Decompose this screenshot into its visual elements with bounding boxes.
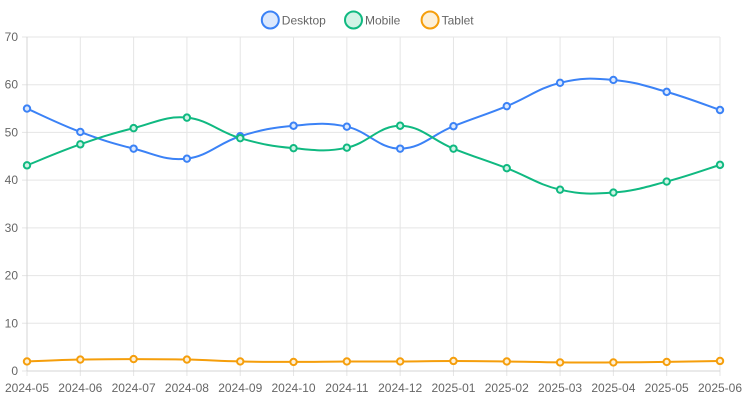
tablet-point (502, 357, 511, 366)
x-tick-label: 2024-08 (165, 381, 209, 395)
mobile-point (449, 144, 458, 153)
tablet-legend-label: Tablet (442, 14, 475, 28)
tablet-point (395, 357, 405, 366)
y-tick-label: 20 (5, 269, 19, 283)
x-tick-label: 2024-05 (5, 381, 49, 395)
series-lines (22, 75, 725, 367)
desktop-point (289, 121, 298, 130)
tablet-point (76, 355, 85, 364)
y-tick-label: 40 (5, 173, 19, 187)
tablet-point (342, 357, 352, 366)
mobile-point (182, 113, 192, 122)
tablet-point (662, 357, 671, 367)
x-tick-label: 2025-02 (485, 381, 529, 395)
desktop-point (609, 75, 618, 85)
x-tick-label: 2024-12 (378, 381, 422, 395)
mobile-point (289, 143, 298, 153)
series-mobile (22, 113, 725, 197)
tablet-point (182, 355, 192, 364)
y-axis: 0 10 20 30 40 50 60 70 (5, 30, 28, 378)
mobile-point (715, 160, 725, 170)
mobile-point (662, 177, 671, 186)
desktop-point (182, 154, 192, 163)
mobile-point (395, 121, 405, 130)
desktop-point (662, 87, 671, 97)
x-tick-label: 2024-06 (58, 381, 102, 395)
mobile-legend-marker (344, 10, 363, 30)
desktop-point (555, 78, 565, 88)
x-tick-label: 2025-04 (591, 381, 635, 395)
desktop-point (22, 104, 32, 113)
series-desktop (22, 75, 725, 163)
desktop-legend-label: Desktop (282, 14, 326, 28)
y-tick-label: 30 (5, 221, 19, 235)
x-tick-label: 2025-01 (431, 381, 475, 395)
desktop-point (395, 144, 405, 153)
tablet-point (609, 358, 618, 367)
tablet-point (289, 357, 298, 367)
mobile-point (342, 143, 352, 152)
tablet-legend-marker (420, 10, 440, 30)
x-tick-label: 2025-03 (538, 381, 582, 395)
tablet-point (129, 354, 138, 364)
mobile-legend-label: Mobile (365, 14, 401, 28)
y-tick-label: 10 (5, 316, 19, 330)
legend: Desktop Mobile Tablet (260, 10, 475, 30)
x-tick-label: 2025-06 (698, 381, 742, 395)
tablet-point (449, 356, 458, 366)
x-tick-label: 2024-10 (272, 381, 316, 395)
legend-item-desktop[interactable]: Desktop (260, 10, 326, 30)
desktop-legend-marker (260, 10, 280, 30)
x-axis: 2024-05 2024-06 2024-07 2024-08 2024-09 2024-… (5, 370, 742, 395)
series-tablet (22, 354, 725, 367)
desktop-point (342, 122, 352, 131)
y-tick-label: 50 (5, 125, 19, 139)
desktop-line (26, 77, 721, 161)
tablet-line (26, 358, 721, 364)
x-tick-label: 2024-07 (112, 381, 156, 395)
desktop-point (76, 127, 85, 137)
desktop-point (502, 101, 511, 111)
mobile-point (502, 164, 511, 173)
desktop-point (129, 144, 138, 153)
tablet-point (715, 356, 725, 366)
mobile-point (555, 185, 565, 194)
mobile-point (609, 188, 618, 197)
mobile-point (236, 133, 245, 143)
x-tick-label: 2024-11 (325, 381, 368, 395)
tablet-point (555, 358, 565, 367)
y-tick-label: 60 (5, 78, 19, 92)
tablet-point (236, 357, 245, 366)
mobile-point (22, 161, 32, 170)
mobile-line (26, 116, 721, 195)
legend-item-tablet[interactable]: Tablet (420, 10, 475, 30)
desktop-point (715, 105, 725, 115)
y-tick-label: 0 (11, 364, 18, 378)
legend-item-mobile[interactable]: Mobile (344, 10, 401, 30)
y-tick-label: 70 (5, 30, 19, 44)
x-tick-label: 2024-09 (218, 381, 262, 395)
x-tick-label: 2025-05 (645, 381, 689, 395)
grid (22, 36, 721, 376)
mobile-point (129, 123, 138, 133)
mobile-point (76, 140, 85, 149)
tablet-point (22, 357, 32, 366)
desktop-point (449, 122, 458, 131)
